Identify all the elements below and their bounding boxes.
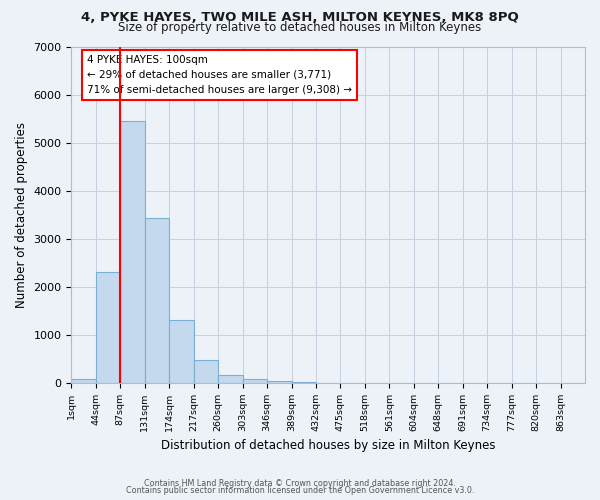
Bar	[169, 320, 194, 383]
Text: Contains HM Land Registry data © Crown copyright and database right 2024.: Contains HM Land Registry data © Crown c…	[144, 478, 456, 488]
Bar	[71, 379, 96, 383]
Bar	[194, 360, 218, 383]
Bar	[96, 272, 121, 383]
Text: Contains public sector information licensed under the Open Government Licence v3: Contains public sector information licen…	[126, 486, 474, 495]
Bar	[242, 379, 267, 383]
Text: 4 PYKE HAYES: 100sqm
← 29% of detached houses are smaller (3,771)
71% of semi-de: 4 PYKE HAYES: 100sqm ← 29% of detached h…	[87, 55, 352, 94]
Bar	[218, 375, 242, 383]
Y-axis label: Number of detached properties: Number of detached properties	[15, 122, 28, 308]
Bar	[121, 121, 145, 383]
Bar	[145, 218, 169, 383]
Text: 4, PYKE HAYES, TWO MILE ASH, MILTON KEYNES, MK8 8PQ: 4, PYKE HAYES, TWO MILE ASH, MILTON KEYN…	[81, 11, 519, 24]
Bar	[292, 382, 316, 383]
Bar	[267, 380, 292, 383]
Text: Size of property relative to detached houses in Milton Keynes: Size of property relative to detached ho…	[118, 22, 482, 35]
X-axis label: Distribution of detached houses by size in Milton Keynes: Distribution of detached houses by size …	[161, 440, 496, 452]
